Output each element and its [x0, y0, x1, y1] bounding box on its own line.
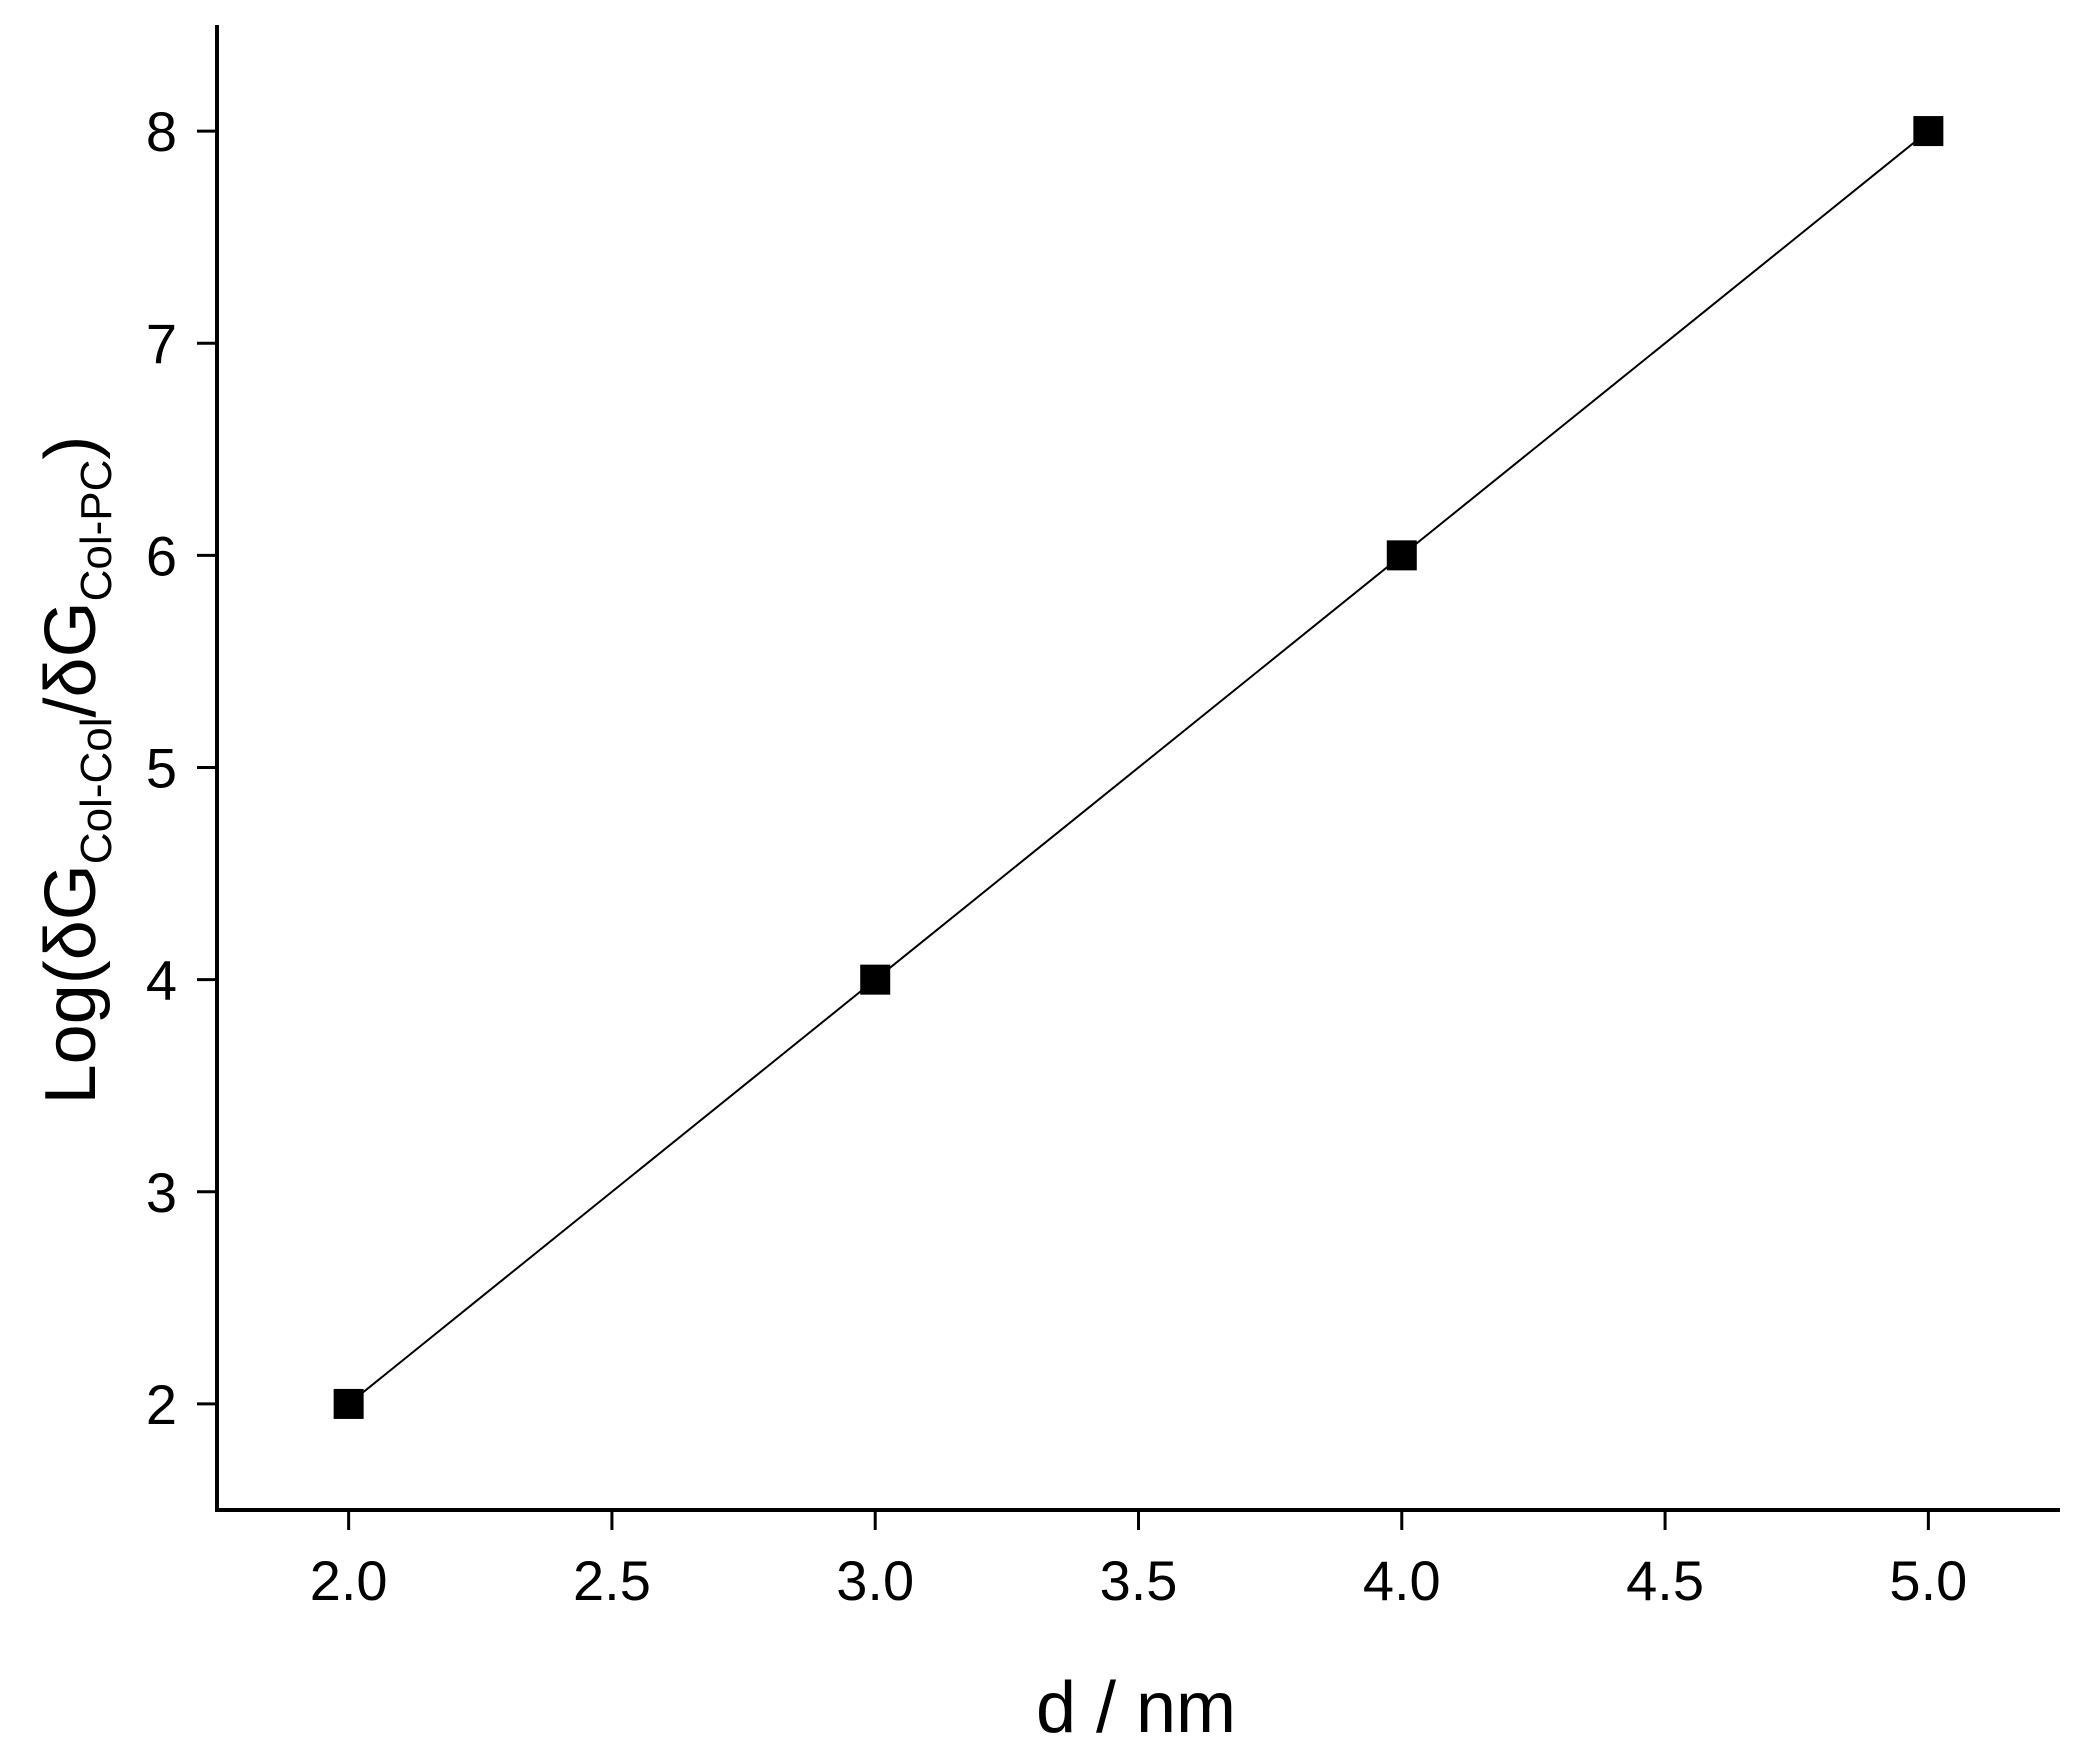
- x-tick-label: 4.0: [1363, 1549, 1441, 1612]
- x-tick-label: 4.5: [1626, 1549, 1704, 1612]
- y-axis-title-prefix: Log(δG: [31, 864, 111, 1104]
- y-axis-title-sub2: Col-PC: [72, 460, 121, 602]
- data-point-marker: [860, 964, 891, 995]
- x-tick-label: 2.0: [310, 1549, 388, 1612]
- y-axis-title-mid: /δG: [31, 601, 111, 717]
- y-tick-label: 7: [146, 312, 177, 375]
- data-point-marker: [333, 1388, 364, 1419]
- x-axis-title: d / nm: [1036, 1668, 1236, 1748]
- y-tick-label: 4: [146, 949, 177, 1012]
- y-axis-title-sub1: Col-Col: [72, 717, 121, 864]
- x-ticks: 2.0 2.5 3.0 3.5 4.0 4.5 5.0: [310, 1510, 1967, 1612]
- data-markers: [333, 116, 1944, 1419]
- series-polyline: [348, 130, 1929, 1405]
- x-tick-label: 3.5: [1100, 1549, 1178, 1612]
- x-tick-label: 5.0: [1889, 1549, 1967, 1612]
- y-axis-title: Log(δGCol-Col/δGCol-PC): [31, 436, 121, 1105]
- data-point-marker: [1913, 116, 1944, 147]
- y-ticks: 2 3 4 5 6 7 8: [146, 100, 217, 1436]
- data-point-marker: [1386, 540, 1417, 571]
- y-tick-label: 6: [146, 524, 177, 587]
- series-line: [348, 130, 1929, 1405]
- x-tick-label: 3.0: [836, 1549, 914, 1612]
- y-axis-title-suffix: ): [31, 436, 111, 460]
- y-tick-label: 8: [146, 100, 177, 163]
- y-tick-label: 3: [146, 1161, 177, 1224]
- y-tick-label: 2: [146, 1373, 177, 1436]
- y-tick-label: 5: [146, 737, 177, 800]
- x-tick-label: 2.5: [573, 1549, 651, 1612]
